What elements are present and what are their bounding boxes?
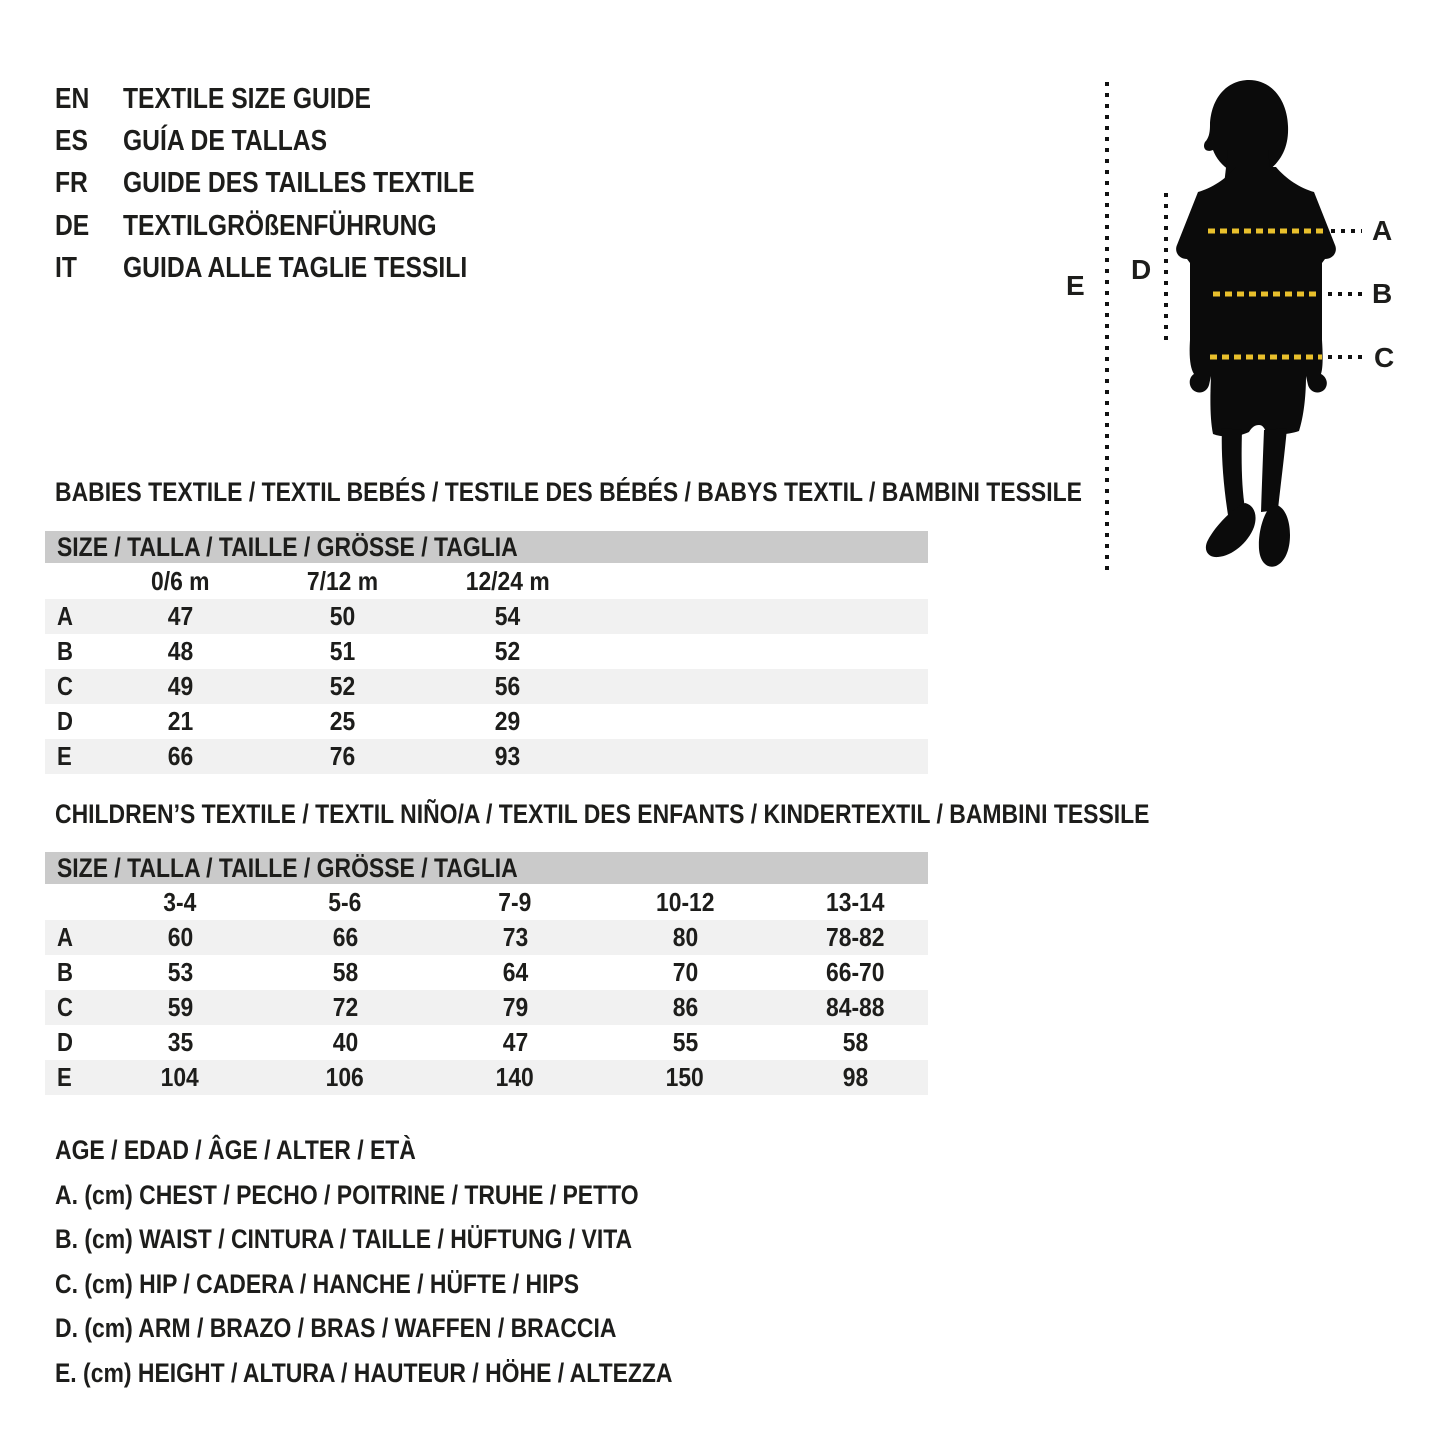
babies-row-c: C 49 52 56 (45, 669, 928, 704)
legend-height: E. (cm) HEIGHT / ALTURA / HAUTEUR / HÖHE… (55, 1357, 673, 1388)
row-label: B (57, 957, 73, 987)
language-code-es: ES (55, 124, 88, 157)
babies-column-headers: 0/6 m 7/12 m 12/24 m (45, 563, 928, 599)
babies-row-b: B 48 51 52 (45, 634, 928, 669)
language-title-es: GUÍA DE TALLAS (123, 124, 328, 157)
babies-row-d: D 21 25 29 (45, 704, 928, 739)
legend-chest: A. (cm) CHEST / PECHO / POITRINE / TRUHE… (55, 1179, 639, 1210)
children-row-e: E 104 106 140 150 98 (45, 1060, 928, 1095)
babies-col-0-6m: 0/6 m (150, 565, 210, 596)
language-title-fr: GUIDE DES TAILLES TEXTILE (123, 167, 475, 200)
language-code-de: DE (55, 209, 90, 242)
children-size-header-bar: SIZE / TALLA / TAILLE / GRÖSSE / TAGLIA (45, 852, 928, 884)
children-size-header-text: SIZE / TALLA / TAILLE / GRÖSSE / TAGLIA (57, 852, 518, 883)
children-row-b: B 53 58 64 70 66-70 (45, 955, 928, 990)
children-column-headers: 3-4 5-6 7-9 10-12 13-14 (45, 884, 928, 920)
language-code-it: IT (55, 251, 77, 284)
measurement-legend: AGE / EDAD / ÂGE / ALTER / ETÀ A. (cm) C… (55, 1128, 781, 1395)
row-label: E (57, 741, 72, 771)
children-row-d: D 35 40 47 55 58 (45, 1025, 928, 1060)
language-title-it: GUIDA ALLE TAGLIE TESSILI (123, 251, 468, 284)
measure-label-c: C (1374, 342, 1395, 373)
language-row-de: DE TEXTILGRÖßENFÜHRUNG (55, 205, 537, 247)
language-title-en: TEXTILE SIZE GUIDE (123, 82, 371, 115)
row-label: C (57, 992, 73, 1022)
row-label: E (57, 1062, 72, 1092)
language-title-list: EN TEXTILE SIZE GUIDE ES GUÍA DE TALLAS … (55, 78, 537, 289)
children-col-10-12: 10-12 (655, 886, 715, 917)
babies-size-header-text: SIZE / TALLA / TAILLE / GRÖSSE / TAGLIA (57, 531, 518, 562)
babies-row-e: E 66 76 93 (45, 739, 928, 774)
language-code-fr: FR (55, 167, 88, 200)
row-label: A (57, 601, 73, 631)
babies-section-title: BABIES TEXTILE / TEXTIL BEBÉS / TESTILE … (55, 477, 1082, 507)
legend-arm: D. (cm) ARM / BRAZO / BRAS / WAFFEN / BR… (55, 1313, 617, 1343)
measure-label-e: E (1066, 270, 1085, 301)
row-label: A (57, 922, 73, 952)
row-label: B (57, 636, 73, 666)
child-silhouette (1176, 80, 1336, 567)
language-row-it: IT GUIDA ALLE TAGLIE TESSILI (55, 247, 537, 289)
legend-waist: B. (cm) WAIST / CINTURA / TAILLE / HÜFTU… (55, 1224, 633, 1254)
children-col-7-9: 7-9 (498, 886, 532, 917)
language-row-en: EN TEXTILE SIZE GUIDE (55, 78, 537, 120)
children-col-5-6: 5-6 (328, 886, 362, 917)
language-code-en: EN (55, 82, 90, 115)
language-row-fr: FR GUIDE DES TAILLES TEXTILE (55, 163, 537, 205)
children-row-c: C 59 72 79 86 84-88 (45, 990, 928, 1025)
babies-size-table: SIZE / TALLA / TAILLE / GRÖSSE / TAGLIA … (45, 531, 928, 774)
babies-row-a: A 47 50 54 (45, 599, 928, 634)
children-size-table: SIZE / TALLA / TAILLE / GRÖSSE / TAGLIA … (45, 852, 928, 1095)
measure-label-d: D (1131, 254, 1152, 285)
children-col-13-14: 13-14 (825, 886, 885, 917)
measure-label-a: A (1372, 215, 1393, 246)
legend-hip: C. (cm) HIP / CADERA / HANCHE / HÜFTE / … (55, 1268, 580, 1299)
measure-label-b: B (1372, 278, 1393, 309)
children-section-title: CHILDREN’S TEXTILE / TEXTIL NIÑO/A / TEX… (55, 799, 1150, 829)
row-label: D (57, 706, 73, 736)
children-col-3-4: 3-4 (163, 886, 197, 917)
row-label: D (57, 1027, 73, 1057)
language-row-es: ES GUÍA DE TALLAS (55, 120, 537, 162)
child-silhouette-diagram (1105, 80, 1362, 572)
language-title-de: TEXTILGRÖßENFÜHRUNG (123, 209, 437, 242)
children-row-a: A 60 66 73 80 78-82 (45, 920, 928, 955)
row-label: C (57, 671, 73, 701)
babies-col-12-24m: 12/24 m (465, 565, 550, 596)
babies-size-header-bar: SIZE / TALLA / TAILLE / GRÖSSE / TAGLIA (45, 531, 928, 563)
legend-age: AGE / EDAD / ÂGE / ALTER / ETÀ (55, 1135, 416, 1165)
babies-col-7-12m: 7/12 m (306, 565, 379, 596)
